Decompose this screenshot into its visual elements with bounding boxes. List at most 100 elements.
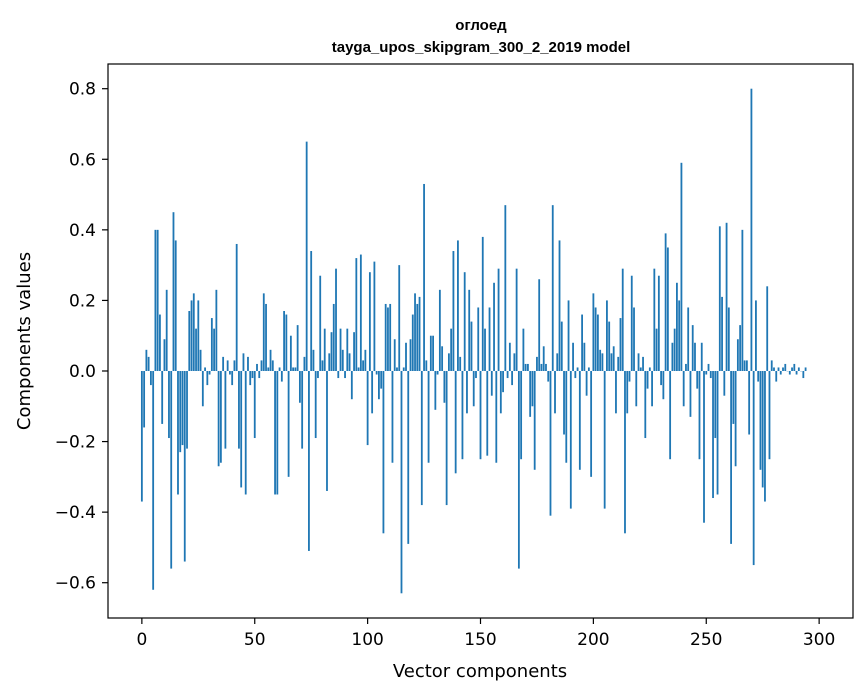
bar-90: [344, 370, 346, 379]
y-tick-label: −0.4: [55, 503, 96, 523]
bar-89: [341, 349, 344, 371]
bar-171: [527, 363, 529, 371]
bar-132: [438, 289, 441, 371]
bar-93: [350, 370, 353, 400]
bar-288: [791, 367, 793, 371]
bar-189: [567, 300, 570, 371]
bar-166: [515, 268, 518, 371]
bar-4: [149, 370, 152, 386]
bar-147: [472, 370, 475, 407]
bar-141: [459, 356, 462, 371]
bar-59: [274, 370, 276, 495]
bar-106: [380, 370, 383, 389]
bar-266: [741, 229, 744, 371]
bar-72: [303, 356, 306, 371]
bar-77: [314, 370, 317, 439]
bar-117: [405, 342, 407, 371]
bar-105: [378, 370, 380, 400]
bar-260: [727, 307, 730, 371]
bar-160: [502, 370, 504, 393]
bar-107: [382, 370, 385, 534]
bar-208: [610, 353, 613, 371]
bar-103: [373, 261, 376, 371]
bar-225: [648, 367, 651, 371]
bar-80: [321, 360, 324, 371]
bar-226: [651, 370, 653, 407]
bar-252: [709, 370, 712, 379]
bar-36: [222, 356, 225, 371]
bar-76: [312, 349, 315, 371]
bar-71: [301, 370, 304, 449]
bar-256: [718, 226, 721, 371]
bar-174: [533, 370, 536, 470]
bar-258: [723, 370, 726, 396]
bar-247: [698, 370, 701, 460]
bar-148: [475, 370, 477, 379]
y-tick-label: 0.2: [69, 291, 96, 311]
bar-153: [486, 370, 489, 456]
bar-255: [716, 370, 719, 495]
bar-34: [217, 370, 220, 467]
bar-271: [752, 370, 755, 566]
bar-287: [788, 370, 791, 375]
bar-221: [639, 367, 642, 371]
bar-97: [359, 254, 362, 371]
x-tick-label: 300: [803, 630, 835, 650]
bar-101: [368, 272, 371, 371]
bar-283: [779, 370, 782, 375]
bar-27: [201, 370, 204, 407]
bar-88: [339, 328, 342, 371]
bar-1: [143, 370, 146, 428]
bar-187: [563, 370, 565, 435]
x-tick-label: 200: [577, 630, 609, 650]
bar-42: [235, 243, 238, 371]
bar-158: [497, 268, 500, 371]
bar-137: [450, 328, 453, 371]
bar-120: [411, 314, 414, 371]
bar-45: [242, 353, 245, 371]
bar-122: [416, 303, 419, 371]
bar-223: [644, 370, 647, 439]
bar-119: [409, 339, 412, 371]
bar-108: [384, 303, 387, 371]
bar-217: [630, 275, 633, 371]
bar-197: [585, 370, 588, 396]
bar-204: [601, 353, 604, 371]
bar-82: [326, 370, 328, 491]
bar-179: [545, 363, 547, 371]
bar-214: [624, 370, 626, 534]
bar-19: [183, 370, 186, 562]
bar-31: [210, 318, 213, 371]
bar-130: [434, 370, 437, 410]
bar-233: [666, 247, 669, 371]
bar-155: [490, 370, 493, 396]
bar-127: [427, 370, 430, 463]
bar-94: [353, 332, 355, 371]
bar-32: [213, 328, 216, 371]
bar-20: [186, 370, 188, 449]
bar-257: [721, 296, 723, 371]
bar-17: [179, 370, 182, 453]
bar-41: [233, 360, 236, 371]
bar-251: [707, 363, 710, 371]
bar-11: [165, 289, 168, 371]
bar-203: [599, 349, 602, 371]
bar-182: [551, 205, 554, 371]
bar-248: [700, 342, 703, 371]
bar-220: [637, 353, 640, 371]
bar-47: [247, 356, 249, 371]
bar-154: [488, 307, 491, 371]
bar-78: [317, 370, 319, 379]
bar-115: [400, 370, 403, 594]
bar-116: [402, 367, 405, 371]
bar-83: [328, 353, 331, 371]
plot-frame: [107, 63, 854, 619]
y-tick-label: 0.4: [69, 221, 96, 241]
bar-61: [278, 367, 281, 371]
bar-191: [572, 342, 574, 371]
bar-140: [457, 240, 459, 371]
bar-28: [204, 367, 206, 371]
bar-178: [542, 346, 545, 371]
y-tick-label: 0.0: [69, 362, 96, 382]
